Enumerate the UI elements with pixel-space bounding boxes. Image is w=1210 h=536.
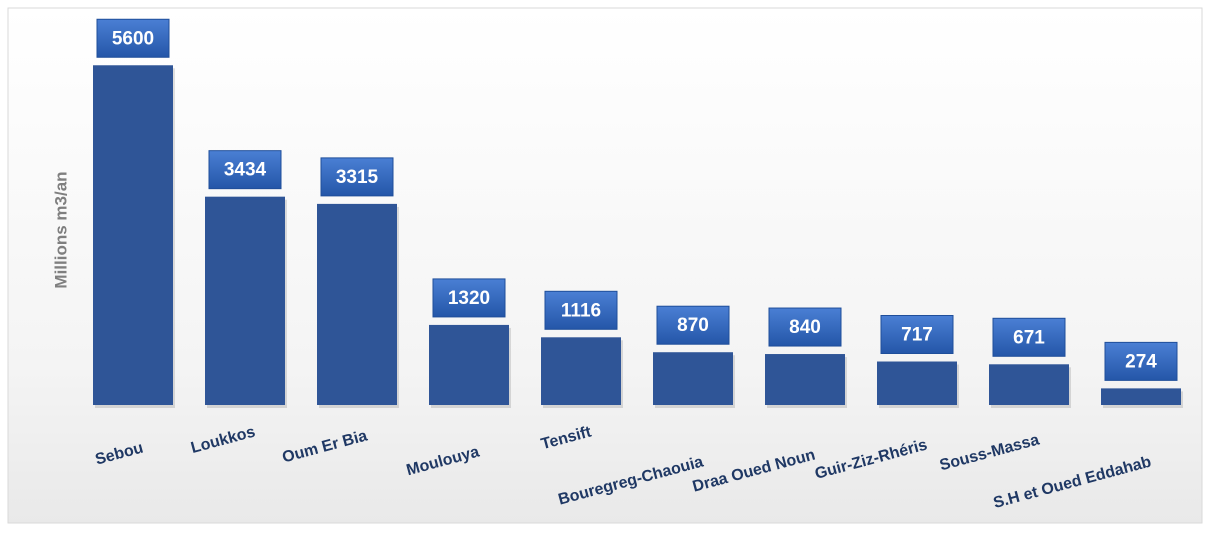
bar bbox=[205, 196, 285, 405]
data-label-box bbox=[208, 150, 282, 190]
y-axis-title: Millions m3/an bbox=[51, 171, 70, 288]
data-label: 1320 bbox=[448, 288, 490, 309]
bar bbox=[653, 352, 733, 405]
data-label-box bbox=[1104, 341, 1178, 381]
data-label: 717 bbox=[901, 325, 933, 346]
data-label: 5600 bbox=[112, 28, 154, 49]
bar bbox=[93, 65, 173, 406]
data-label: 1116 bbox=[561, 300, 601, 321]
bar bbox=[989, 364, 1069, 405]
data-label-box bbox=[880, 315, 954, 355]
bar bbox=[765, 354, 845, 405]
bar bbox=[877, 361, 957, 405]
data-label-box bbox=[656, 305, 730, 345]
data-label-box bbox=[544, 290, 618, 330]
data-label: 840 bbox=[789, 317, 821, 338]
data-label: 3434 bbox=[224, 160, 267, 181]
data-label: 671 bbox=[1013, 327, 1045, 348]
data-label-box bbox=[320, 157, 394, 197]
bar bbox=[429, 324, 509, 405]
bar bbox=[1101, 388, 1181, 405]
data-label: 3315 bbox=[336, 167, 379, 188]
data-label-box bbox=[992, 317, 1066, 357]
data-label-box bbox=[432, 278, 506, 318]
bar bbox=[317, 203, 397, 405]
data-label-box bbox=[96, 18, 170, 58]
data-label: 870 bbox=[677, 315, 709, 336]
bar bbox=[541, 337, 621, 405]
data-label: 274 bbox=[1125, 351, 1157, 372]
data-label-box bbox=[768, 307, 842, 347]
